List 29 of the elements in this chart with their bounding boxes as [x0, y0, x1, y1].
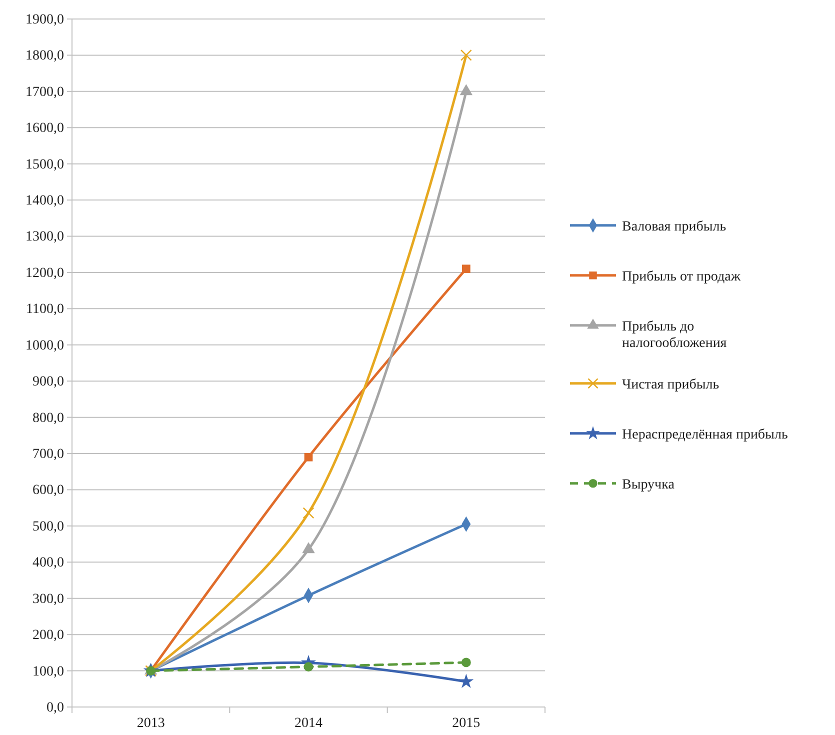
y-tick-label: 1200,0 — [26, 266, 64, 281]
y-tick-label: 300,0 — [32, 592, 64, 607]
y-tick-label: 1500,0 — [26, 157, 64, 172]
x-tick-label: 2015 — [452, 716, 480, 731]
x-tick-label: 2014 — [294, 716, 322, 731]
legend-label: Нераспределённая прибыль — [622, 427, 788, 442]
legend-label: Выручка — [622, 477, 676, 492]
legend-label: Чистая прибыль — [622, 377, 720, 392]
legend-label: Прибыль до налогообложения — [622, 319, 728, 352]
y-tick-label: 700,0 — [32, 447, 64, 462]
legend-label: Валовая прибыль — [622, 219, 726, 234]
x-tick-label: 2013 — [136, 716, 165, 731]
y-tick-label: 500,0 — [32, 519, 64, 534]
y-tick-label: 1000,0 — [26, 338, 64, 354]
y-tick-label: 1600,0 — [26, 121, 64, 136]
y-tick-label: 1900,0 — [26, 12, 64, 28]
y-tick-label: 1700,0 — [26, 84, 64, 100]
y-tick-label: 200,0 — [32, 628, 64, 644]
y-tick-label: 1300,0 — [26, 230, 64, 245]
y-tick-label: 1800,0 — [26, 48, 64, 64]
y-tick-label: 900,0 — [32, 374, 64, 390]
y-tick-label: 1400,0 — [26, 194, 64, 209]
y-tick-label: 600,0 — [32, 483, 64, 498]
y-tick-label: 100,0 — [32, 664, 64, 680]
y-tick-label: 800,0 — [32, 410, 64, 426]
legend-label: Прибыль от продаж — [622, 269, 741, 284]
y-tick-label: 400,0 — [32, 556, 64, 571]
y-tick-label: 0,0 — [46, 700, 64, 716]
y-tick-label: 1100,0 — [26, 302, 64, 318]
